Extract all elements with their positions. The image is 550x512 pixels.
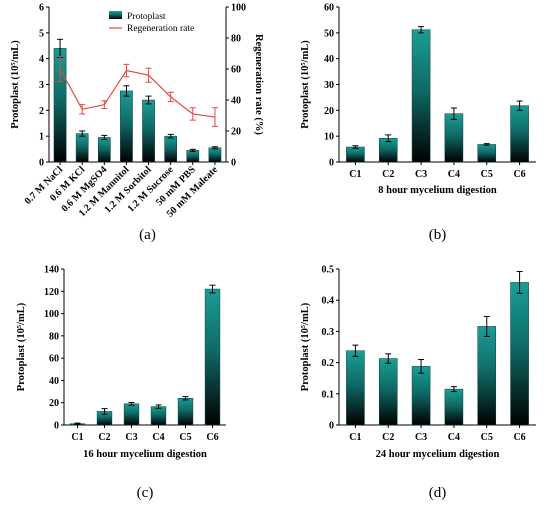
y-tick-label: 0 (54, 421, 59, 432)
x-tick-label: C1 (349, 169, 361, 180)
panel-label: (c) (137, 485, 154, 501)
x-axis-label: 24 hour mycelium digestion (376, 449, 500, 460)
bar (120, 90, 133, 163)
x-tick-label: C5 (481, 432, 493, 443)
y2-tick-label: 100 (231, 3, 246, 14)
x-tick-label: C3 (415, 169, 427, 180)
bar (411, 366, 431, 426)
y-tick-label: 80 (49, 331, 59, 342)
bar (208, 147, 222, 163)
bar (346, 146, 365, 163)
x-tick-label: C2 (98, 432, 110, 443)
x-tick-label: C1 (349, 432, 361, 443)
bar (444, 388, 464, 426)
x-tick-label: C3 (125, 432, 137, 443)
panel-b: 0 10 20 30 40 50 60 C1 C2 C3 C4 C5 C6 Protoplast (10⁵… (300, 3, 536, 243)
bar (477, 144, 497, 163)
x-tick-label: C2 (382, 432, 394, 443)
panel-label: (d) (429, 485, 447, 501)
x-tick-label: C5 (481, 169, 493, 180)
y-tick-label: 30 (324, 80, 334, 91)
bar (164, 135, 178, 163)
legend-label-protoplast: Protoplast (127, 12, 166, 22)
bar (150, 406, 167, 426)
y-tick-label: 1 (39, 132, 44, 143)
panel-d: 0 0.1 0.2 0.3 0.4 0.5 C1 C2 C3 C4 C5 C6 Protoplast (… (300, 265, 536, 501)
y-tick-label: 0.1 (322, 389, 335, 400)
y-tick-label: 20 (324, 106, 334, 117)
x-tick-label: C1 (71, 432, 83, 443)
y-tick-label: 6 (39, 3, 44, 14)
y-tick-label: 10 (324, 132, 334, 143)
y2-axis-label: Regeneration rate (%) (253, 34, 264, 135)
y-tick-label: 40 (324, 54, 334, 65)
x-tick-label: C4 (448, 169, 460, 180)
y-tick-label: 0 (329, 421, 334, 432)
x-tick-label: C6 (206, 432, 218, 443)
bar (510, 105, 529, 163)
bar (186, 150, 200, 163)
x-tick-label: C5 (179, 432, 191, 443)
panel-label: (b) (429, 227, 447, 243)
x-tick-label: C2 (382, 169, 394, 180)
y-tick-label: 0 (329, 158, 334, 169)
bar (510, 282, 529, 426)
y2-tick-label: 80 (231, 34, 241, 45)
y-tick-label: 2 (39, 106, 44, 117)
y-tick-label: 0 (39, 158, 44, 169)
y-tick-label: 3 (39, 80, 44, 91)
bar (411, 29, 431, 163)
y2-tick-label: 40 (231, 96, 241, 107)
y-axis-label: Protoplast (10⁵/mL) (300, 302, 311, 391)
x-tick-label: C6 (513, 169, 525, 180)
bar (378, 358, 398, 426)
panel-label: (a) (139, 227, 156, 243)
y-tick-label: 100 (44, 309, 59, 320)
legend-swatch-bar (109, 11, 122, 19)
y-axis-label: Protoplast (10⁵/mL) (10, 40, 21, 129)
bar (123, 403, 140, 426)
y-tick-label: 20 (49, 398, 59, 409)
y-axis-label: Protoplast (10⁵/mL) (16, 302, 27, 391)
y-tick-label: 0.3 (322, 327, 335, 338)
x-tick-label: C4 (152, 432, 164, 443)
y2-tick-label: 60 (231, 65, 241, 76)
bar (346, 350, 365, 426)
y-tick-label: 0.2 (322, 358, 335, 369)
y-tick-label: 0.5 (322, 265, 335, 276)
y-axis-label: Protoplast (10⁵/mL) (300, 40, 311, 129)
panel-c: 0 20 40 60 80 100 120 140 C1 C2 C3 C4 C5 C6 Protoplast… (16, 265, 226, 501)
bar (142, 99, 155, 163)
x-tick-label: C6 (513, 432, 525, 443)
y2-tick-label: 20 (231, 127, 241, 138)
y-tick-label: 140 (44, 265, 59, 276)
y-tick-label: 50 (324, 28, 334, 39)
y2-tick-label: 0 (231, 158, 236, 169)
bar (97, 137, 111, 163)
bar (444, 113, 464, 163)
legend-label-regeneration: Regeneration rate (127, 24, 194, 34)
y-tick-label: 60 (324, 3, 334, 14)
bar (75, 133, 89, 163)
y-tick-label: 4 (39, 54, 44, 65)
x-tick-label: C4 (448, 432, 460, 443)
y-tick-label: 0.4 (322, 296, 335, 307)
x-axis-label: 16 hour mycelium digestion (83, 449, 207, 460)
y-tick-label: 60 (49, 354, 59, 365)
regeneration-line (59, 68, 216, 118)
bar (177, 398, 194, 426)
y-tick-label: 120 (44, 287, 59, 298)
y-tick-label: 5 (39, 28, 44, 39)
bar (477, 326, 497, 426)
x-axis-label: 8 hour mycelium digestion (378, 185, 497, 196)
x-tick-label: C3 (415, 432, 427, 443)
y-tick-label: 40 (49, 376, 59, 387)
bar (204, 288, 221, 426)
